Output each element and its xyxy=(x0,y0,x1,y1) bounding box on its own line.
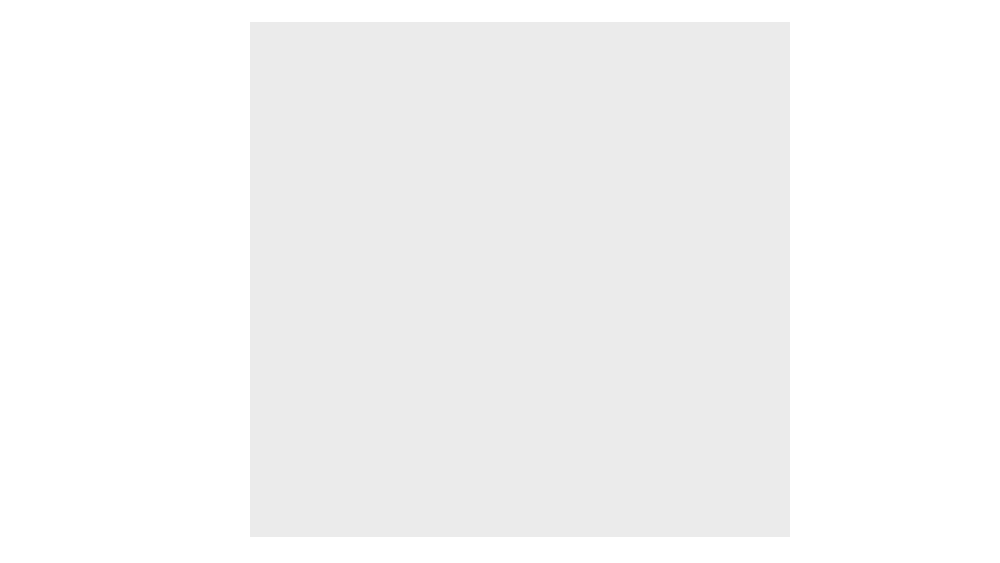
polar-bar-chart xyxy=(250,22,790,537)
plot-panel xyxy=(250,22,790,537)
